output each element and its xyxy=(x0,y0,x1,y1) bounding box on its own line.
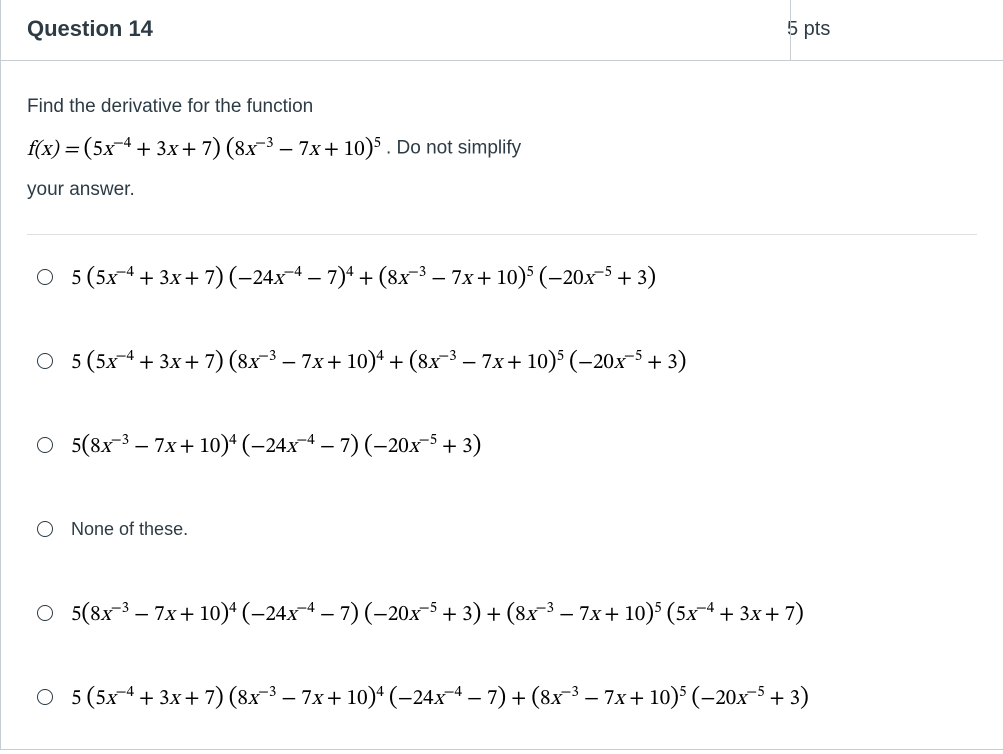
option-row[interactable]: 5 (5x−4 + 3x + 7) (−24x−4 − 7)4 + (8x−3 … xyxy=(27,235,977,319)
radio-button[interactable] xyxy=(37,269,53,285)
option-row[interactable]: None of these. xyxy=(27,487,977,571)
option-row[interactable]: 5(8x−3 − 7x + 10)4 (−24x−4 − 7) (−20x−5 … xyxy=(27,403,977,487)
radio-button[interactable] xyxy=(37,437,53,453)
option-row[interactable]: 5 (5x−4 + 3x + 7) (8x−3 − 7x + 10)4 (−24… xyxy=(27,655,977,739)
option-label: 5(8x−3 − 7x + 10)4 (−24x−4 − 7) (−20x−5 … xyxy=(71,598,804,629)
stem-func-rhs: (5x−4 + 3x + 7) (8x−3 − 7x + 10)5 xyxy=(84,139,382,160)
question-title: Question 14 xyxy=(27,16,153,42)
stem-function: f(x) = (5x−4 + 3x + 7) (8x−3 − 7x + 10)5 xyxy=(27,139,386,160)
stem-after-text: . Do not simplify xyxy=(386,138,521,159)
question-stem: Find the derivative for the function f(x… xyxy=(27,89,977,208)
option-row[interactable]: 5 (5x−4 + 3x + 7) (8x−3 − 7x + 10)4 + (8… xyxy=(27,319,977,403)
question-header: Question 14 5 pts xyxy=(1,0,1003,61)
question-points: 5 pts xyxy=(741,18,977,41)
option-label: 5 (5x−4 + 3x + 7) (8x−3 − 7x + 10)4 (−24… xyxy=(71,682,809,713)
stem-line-2: f(x) = (5x−4 + 3x + 7) (8x−3 − 7x + 10)5… xyxy=(27,125,977,172)
stem-line-3: your answer. xyxy=(27,172,977,208)
radio-button[interactable] xyxy=(37,689,53,705)
option-label: 5 (5x−4 + 3x + 7) (8x−3 − 7x + 10)4 + (8… xyxy=(71,346,686,377)
question-card: Question 14 5 pts Find the derivative fo… xyxy=(0,0,1003,750)
option-label: None of these. xyxy=(71,519,188,540)
radio-button[interactable] xyxy=(37,521,53,537)
stem-func-lhs: f(x) = xyxy=(27,139,84,160)
options-list: 5 (5x−4 + 3x + 7) (−24x−4 − 7)4 + (8x−3 … xyxy=(27,234,977,739)
option-label: 5(8x−3 − 7x + 10)4 (−24x−4 − 7) (−20x−5 … xyxy=(71,430,481,461)
option-label: 5 (5x−4 + 3x + 7) (−24x−4 − 7)4 + (8x−3 … xyxy=(71,262,656,293)
stem-line-1: Find the derivative for the function xyxy=(27,89,977,125)
option-row[interactable]: 5(8x−3 − 7x + 10)4 (−24x−4 − 7) (−20x−5 … xyxy=(27,571,977,655)
radio-button[interactable] xyxy=(37,353,53,369)
question-body: Find the derivative for the function f(x… xyxy=(1,61,1003,749)
radio-button[interactable] xyxy=(37,605,53,621)
